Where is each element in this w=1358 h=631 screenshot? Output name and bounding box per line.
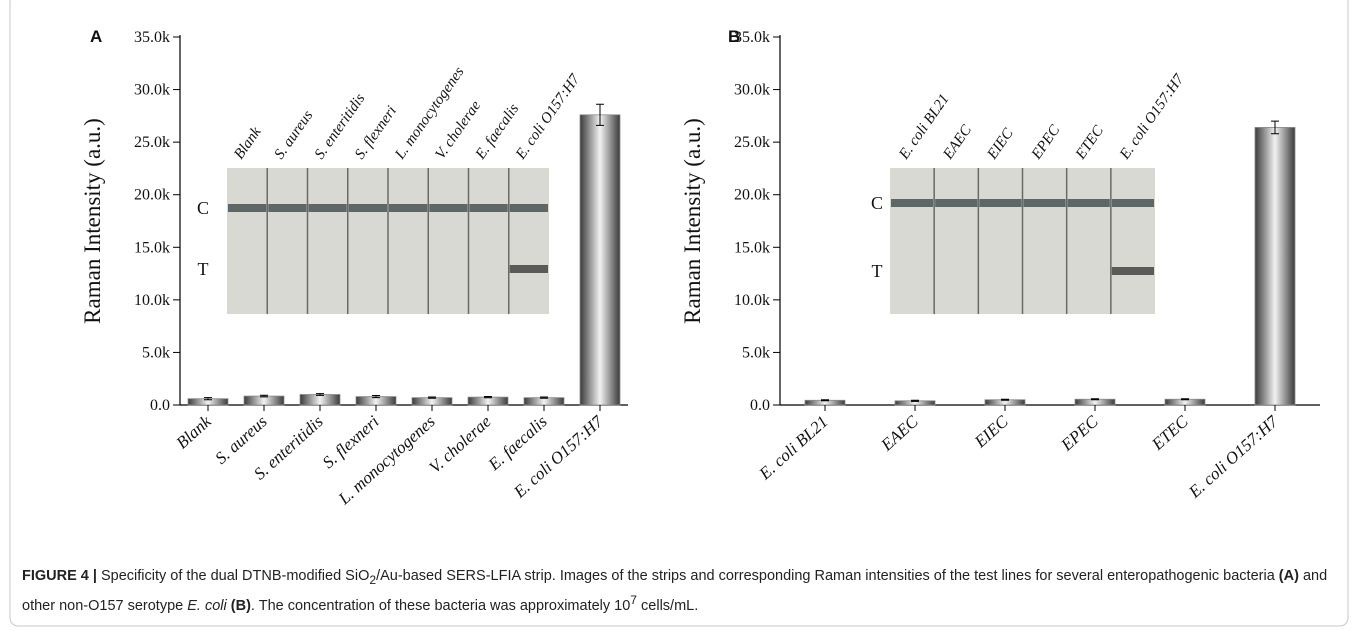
test-line [1111,267,1154,275]
strip-label: EPEC [1028,122,1064,164]
control-line [1023,199,1066,207]
error-bar [316,393,324,396]
caption-ref: (A) [1278,568,1299,584]
strip-label: E. coli O157:H7 [512,70,584,163]
x-tick-label: EAEC [877,411,923,455]
x-tick-label: V. cholerae [425,412,495,477]
y-axis-title: Raman Intensity (a.u.) [80,118,105,324]
panel-label: B [728,27,740,46]
control-line [348,204,387,212]
strip-label: EAEC [940,122,976,164]
bar [467,396,509,406]
error-bar [1271,120,1279,135]
strip-label: EIEC [984,125,1017,163]
caption-label: FIGURE 4 | [22,568,97,584]
error-bar [204,397,212,401]
x-tick-label: E. coli O157:H7 [1184,411,1282,502]
error-bar [596,103,604,126]
y-tick-label: 0.0 [750,397,770,414]
x-tick-label: L. monocytogenes [334,412,439,509]
bar [299,394,341,406]
strip-label: S. aureus [272,108,317,163]
test-line [509,265,548,273]
y-tick-label: 25.0k [734,134,770,151]
y-tick-label: 15.0k [734,239,770,256]
caption-text: and other non-O157 serotype [22,568,1328,614]
control-line [979,199,1022,207]
error-bar [428,396,436,399]
y-tick-label: 15.0k [134,239,170,256]
error-bar [540,396,548,399]
caption-sub: 2 [369,572,377,587]
control-line [1067,199,1110,207]
error-bar [1091,398,1099,401]
error-bar [260,394,268,398]
control-line [228,204,267,212]
caption-italic: E. coli [187,597,227,614]
control-line [268,204,307,212]
error-bar [484,395,492,399]
x-tick-label: EPEC [1057,411,1103,455]
y-tick-label: 20.0k [734,187,770,204]
y-tick-label: 35.0k [734,29,770,46]
y-tick-label: 20.0k [134,187,170,204]
y-tick-label: 0.0 [150,397,170,414]
y-tick-label: 5.0k [142,344,170,361]
control-line [1111,199,1154,207]
x-tick-label: E. coli BL21 [755,412,832,484]
x-tick-label: ETEC [1147,411,1192,454]
caption: FIGURE 4 | Specificity of the dual DTNB-… [22,566,1332,616]
caption-text: . The concentration of these bacteria wa… [250,597,631,614]
strip-label: L. monocytogenes [392,64,468,163]
x-tick-label: EIEC [970,411,1012,452]
control-line [891,199,934,207]
y-tick-label: 30.0k [134,82,170,99]
caption-sup: 7 [630,592,638,607]
y-tick-label: 25.0k [134,134,170,151]
control-line [509,204,548,212]
error-bar [1001,398,1009,401]
y-tick-label: 10.0k [734,292,770,309]
caption-text: /Au-based SERS-LFIA strip. Images of the… [376,568,1279,584]
control-line [469,204,508,212]
control-line [308,204,347,212]
y-axis-title: Raman Intensity (a.u.) [680,118,705,324]
panel-label: A [90,27,102,46]
inset-line-label: C [197,198,209,218]
y-tick-label: 5.0k [742,344,770,361]
caption-text: cells/mL. [637,597,699,614]
error-bar [821,399,829,402]
error-bar [372,395,380,399]
error-bar [911,399,919,402]
bar [1254,127,1296,406]
strip-label: Blank [231,124,264,162]
x-tick-label: Blank [172,412,215,453]
y-tick-label: 10.0k [134,292,170,309]
strip-label: E. coli O157:H7 [1117,70,1189,163]
y-tick-label: 35.0k [134,29,170,46]
error-bar [1181,398,1189,401]
control-line [429,204,468,212]
inset-line-label: T [198,259,209,279]
control-line [389,204,428,212]
caption-ref: (B) [226,597,251,614]
strip-label: ETEC [1072,122,1107,163]
caption-text: Specificity of the dual DTNB-modified Si… [96,568,370,584]
frame [9,0,1349,627]
y-tick-label: 30.0k [734,82,770,99]
inset-line-label: T [872,261,883,281]
inset-line-label: C [871,193,883,213]
bar [579,114,621,406]
control-line [935,199,978,207]
